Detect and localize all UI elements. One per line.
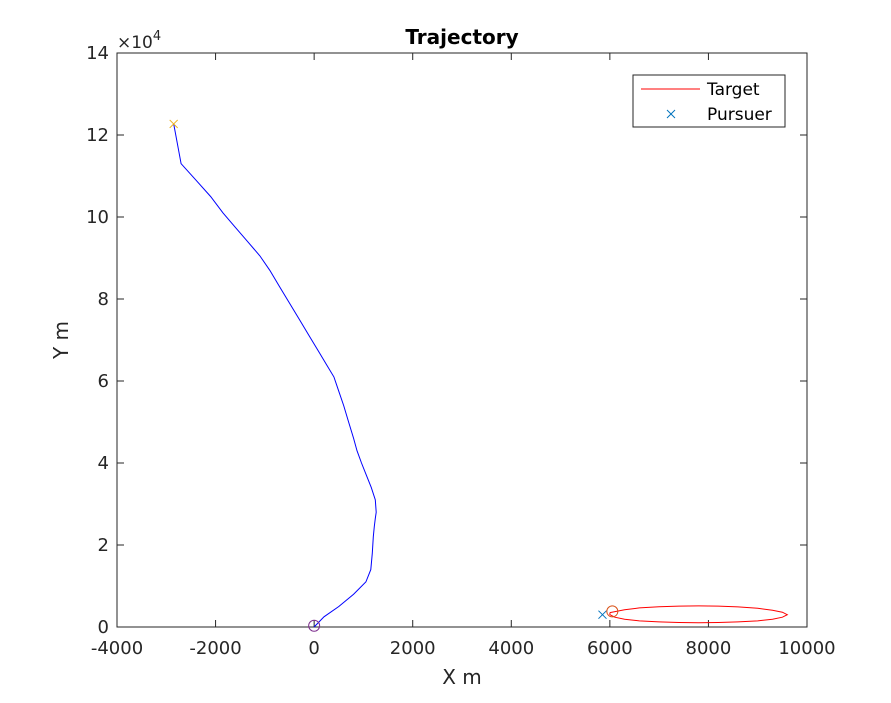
pursuer-path-line [173,123,377,628]
pursuer-start-circle-marker [308,619,321,632]
y-axis-label: Y m [49,321,73,360]
legend-pursuer-label: Pursuer [707,105,772,125]
y-exponent-power: 4 [153,29,161,44]
x-tick-label: 4000 [488,638,534,659]
pursuer-end-x-marker [169,119,179,129]
y-tick-label: 12 [86,125,109,146]
y-tick-label: 2 [98,535,109,556]
x-tick-label: 6000 [587,638,633,659]
x-axis-ticks: -4000 -2000 0 2000 4000 6000 8000 10000 [91,53,836,659]
target-line [609,605,789,624]
y-tick-label: 8 [98,289,109,310]
y-tick-label: 6 [98,371,109,392]
legend-target-label: Target [706,80,760,100]
x-tick-label: 0 [308,638,319,659]
x-tick-label: 2000 [390,638,436,659]
x-tick-label: -2000 [189,638,241,659]
chart-title: Trajectory [405,25,518,49]
series-layer [169,119,789,632]
x-tick-label: 10000 [778,638,835,659]
legend: Target Pursuer [632,74,786,128]
x-axis-label: X m [442,665,482,689]
y-axis-ticks: 0 2 4 6 8 10 12 14 [86,43,807,638]
x-tick-label: -4000 [91,638,143,659]
pursuer-x-marker [598,610,607,620]
x-tick-label: 8000 [686,638,732,659]
y-axis-exponent: ×104 [117,29,161,53]
y-tick-label: 10 [86,207,109,228]
svg-text:×104: ×104 [117,29,161,53]
legend-box [632,74,786,128]
y-tick-label: 14 [86,43,109,64]
y-tick-label: 4 [98,453,109,474]
target-start-circle-marker [606,605,619,618]
plot-area [116,52,808,628]
legend-pursuer-swatch [666,109,676,119]
y-exponent-base: ×10 [117,33,153,53]
y-tick-label: 0 [98,617,109,638]
